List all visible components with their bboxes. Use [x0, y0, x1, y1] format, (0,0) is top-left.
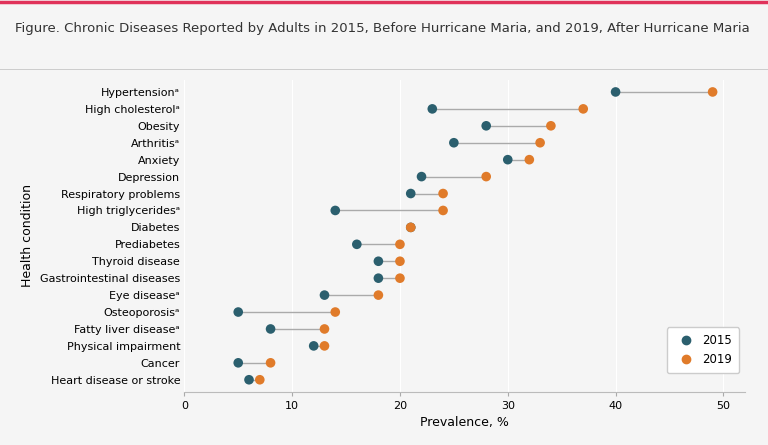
Point	[264, 325, 276, 332]
Point	[394, 258, 406, 265]
Point	[372, 291, 385, 299]
Legend: 2015, 2019: 2015, 2019	[667, 327, 739, 373]
Point	[243, 376, 255, 383]
Point	[577, 105, 589, 113]
X-axis label: Prevalence, %: Prevalence, %	[420, 416, 509, 429]
Point	[394, 241, 406, 248]
Point	[318, 291, 330, 299]
Point	[707, 89, 719, 96]
Point	[232, 308, 244, 316]
Point	[437, 207, 449, 214]
Point	[372, 275, 385, 282]
Point	[307, 342, 319, 349]
Point	[545, 122, 557, 129]
Point	[405, 190, 417, 197]
Point	[480, 173, 492, 180]
Point	[253, 376, 266, 383]
Point	[405, 224, 417, 231]
Point	[318, 325, 330, 332]
Point	[502, 156, 514, 163]
Point	[329, 308, 342, 316]
Point	[351, 241, 363, 248]
Point	[372, 258, 385, 265]
Point	[610, 89, 622, 96]
Point	[264, 359, 276, 366]
Point	[232, 359, 244, 366]
Point	[437, 190, 449, 197]
Y-axis label: Health condition: Health condition	[22, 184, 35, 287]
Text: Figure. Chronic Diseases Reported by Adults in 2015, Before Hurricane Maria, and: Figure. Chronic Diseases Reported by Adu…	[15, 22, 750, 36]
Point	[523, 156, 535, 163]
Point	[394, 275, 406, 282]
Point	[405, 224, 417, 231]
Point	[534, 139, 546, 146]
Point	[318, 342, 330, 349]
Point	[448, 139, 460, 146]
Point	[415, 173, 428, 180]
Point	[480, 122, 492, 129]
Point	[426, 105, 439, 113]
Point	[329, 207, 342, 214]
